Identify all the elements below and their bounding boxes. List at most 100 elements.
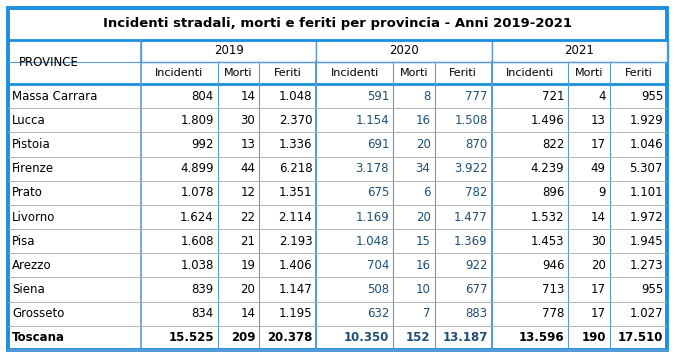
Text: 10: 10 — [416, 283, 431, 296]
Text: 955: 955 — [641, 90, 663, 103]
Text: 190: 190 — [581, 332, 606, 344]
Text: PROVINCE: PROVINCE — [19, 55, 78, 68]
Text: 1.046: 1.046 — [629, 138, 663, 151]
Text: Grosseto: Grosseto — [12, 307, 64, 320]
Text: 49: 49 — [591, 162, 606, 175]
Text: Massa Carrara: Massa Carrara — [12, 90, 97, 103]
Text: 713: 713 — [542, 283, 564, 296]
Text: 704: 704 — [367, 259, 389, 272]
Text: 13: 13 — [240, 138, 255, 151]
Text: Feriti: Feriti — [274, 68, 302, 78]
Text: 721: 721 — [542, 90, 564, 103]
Text: 675: 675 — [367, 186, 389, 199]
Text: 2019: 2019 — [214, 44, 244, 58]
Text: 13: 13 — [591, 114, 606, 127]
Text: Pisa: Pisa — [12, 235, 36, 248]
Text: Prato: Prato — [12, 186, 43, 199]
Text: 209: 209 — [231, 332, 255, 344]
Text: 30: 30 — [240, 114, 255, 127]
Text: 992: 992 — [191, 138, 214, 151]
Text: 1.496: 1.496 — [531, 114, 564, 127]
Text: 14: 14 — [240, 90, 255, 103]
Text: Morti: Morti — [400, 68, 428, 78]
Text: 14: 14 — [240, 307, 255, 320]
Text: 691: 691 — [367, 138, 389, 151]
Text: 2.193: 2.193 — [279, 235, 313, 248]
Text: Morti: Morti — [224, 68, 252, 78]
Text: 17: 17 — [591, 307, 606, 320]
Text: 777: 777 — [465, 90, 487, 103]
Text: 17.510: 17.510 — [618, 332, 663, 344]
Text: 6.218: 6.218 — [279, 162, 313, 175]
Text: 1.273: 1.273 — [629, 259, 663, 272]
Text: 4: 4 — [598, 90, 606, 103]
Text: Incidenti stradali, morti e feriti per provincia - Anni 2019-2021: Incidenti stradali, morti e feriti per p… — [103, 18, 572, 30]
Text: 9: 9 — [598, 186, 606, 199]
Text: 3.922: 3.922 — [454, 162, 487, 175]
Text: 955: 955 — [641, 283, 663, 296]
Text: 1.101: 1.101 — [629, 186, 663, 199]
Text: 17: 17 — [591, 283, 606, 296]
Text: Feriti: Feriti — [624, 68, 652, 78]
Text: 15: 15 — [416, 235, 431, 248]
Text: 508: 508 — [367, 283, 389, 296]
Text: 1.972: 1.972 — [629, 211, 663, 223]
Text: Pistoia: Pistoia — [12, 138, 51, 151]
Text: 30: 30 — [591, 235, 606, 248]
Text: 152: 152 — [406, 332, 431, 344]
Text: 1.048: 1.048 — [279, 90, 313, 103]
Text: 13.596: 13.596 — [519, 332, 564, 344]
Bar — [317, 40, 491, 62]
Text: 15.525: 15.525 — [168, 332, 214, 344]
Bar — [491, 40, 667, 62]
Text: 16: 16 — [416, 259, 431, 272]
Text: 10.350: 10.350 — [344, 332, 389, 344]
Text: Lucca: Lucca — [12, 114, 46, 127]
Bar — [141, 40, 317, 62]
Text: 8: 8 — [423, 90, 431, 103]
Text: Morti: Morti — [575, 68, 603, 78]
Text: 34: 34 — [416, 162, 431, 175]
Text: Incidenti: Incidenti — [155, 68, 204, 78]
Text: 17: 17 — [591, 138, 606, 151]
Text: 7: 7 — [423, 307, 431, 320]
Text: 2.114: 2.114 — [279, 211, 313, 223]
Text: 4.899: 4.899 — [180, 162, 214, 175]
Text: 22: 22 — [240, 211, 255, 223]
Text: 13.187: 13.187 — [442, 332, 487, 344]
Text: 1.147: 1.147 — [279, 283, 313, 296]
Text: 4.239: 4.239 — [531, 162, 564, 175]
Text: 1.624: 1.624 — [180, 211, 214, 223]
Text: 1.038: 1.038 — [180, 259, 214, 272]
Text: 1.929: 1.929 — [629, 114, 663, 127]
Text: 1.945: 1.945 — [629, 235, 663, 248]
Text: Feriti: Feriti — [449, 68, 477, 78]
Text: 19: 19 — [240, 259, 255, 272]
Text: 870: 870 — [465, 138, 487, 151]
Text: 591: 591 — [367, 90, 389, 103]
Text: Siena: Siena — [12, 283, 45, 296]
Text: 21: 21 — [240, 235, 255, 248]
Text: 14: 14 — [591, 211, 606, 223]
Text: 2021: 2021 — [564, 44, 594, 58]
Text: 1.027: 1.027 — [629, 307, 663, 320]
Text: 804: 804 — [192, 90, 214, 103]
Text: 896: 896 — [542, 186, 564, 199]
Text: 782: 782 — [465, 186, 487, 199]
Text: Incidenti: Incidenti — [331, 68, 379, 78]
Text: 20: 20 — [591, 259, 606, 272]
Text: 16: 16 — [416, 114, 431, 127]
Text: 2020: 2020 — [389, 44, 419, 58]
Text: 1.508: 1.508 — [454, 114, 487, 127]
Text: Toscana: Toscana — [12, 332, 65, 344]
Text: 1.195: 1.195 — [279, 307, 313, 320]
Text: 12: 12 — [240, 186, 255, 199]
Text: 1.048: 1.048 — [356, 235, 389, 248]
Text: 778: 778 — [542, 307, 564, 320]
Text: 677: 677 — [465, 283, 487, 296]
Text: 839: 839 — [192, 283, 214, 296]
Text: Arezzo: Arezzo — [12, 259, 51, 272]
Text: 20: 20 — [416, 211, 431, 223]
Text: 1.809: 1.809 — [180, 114, 214, 127]
Text: 20: 20 — [240, 283, 255, 296]
